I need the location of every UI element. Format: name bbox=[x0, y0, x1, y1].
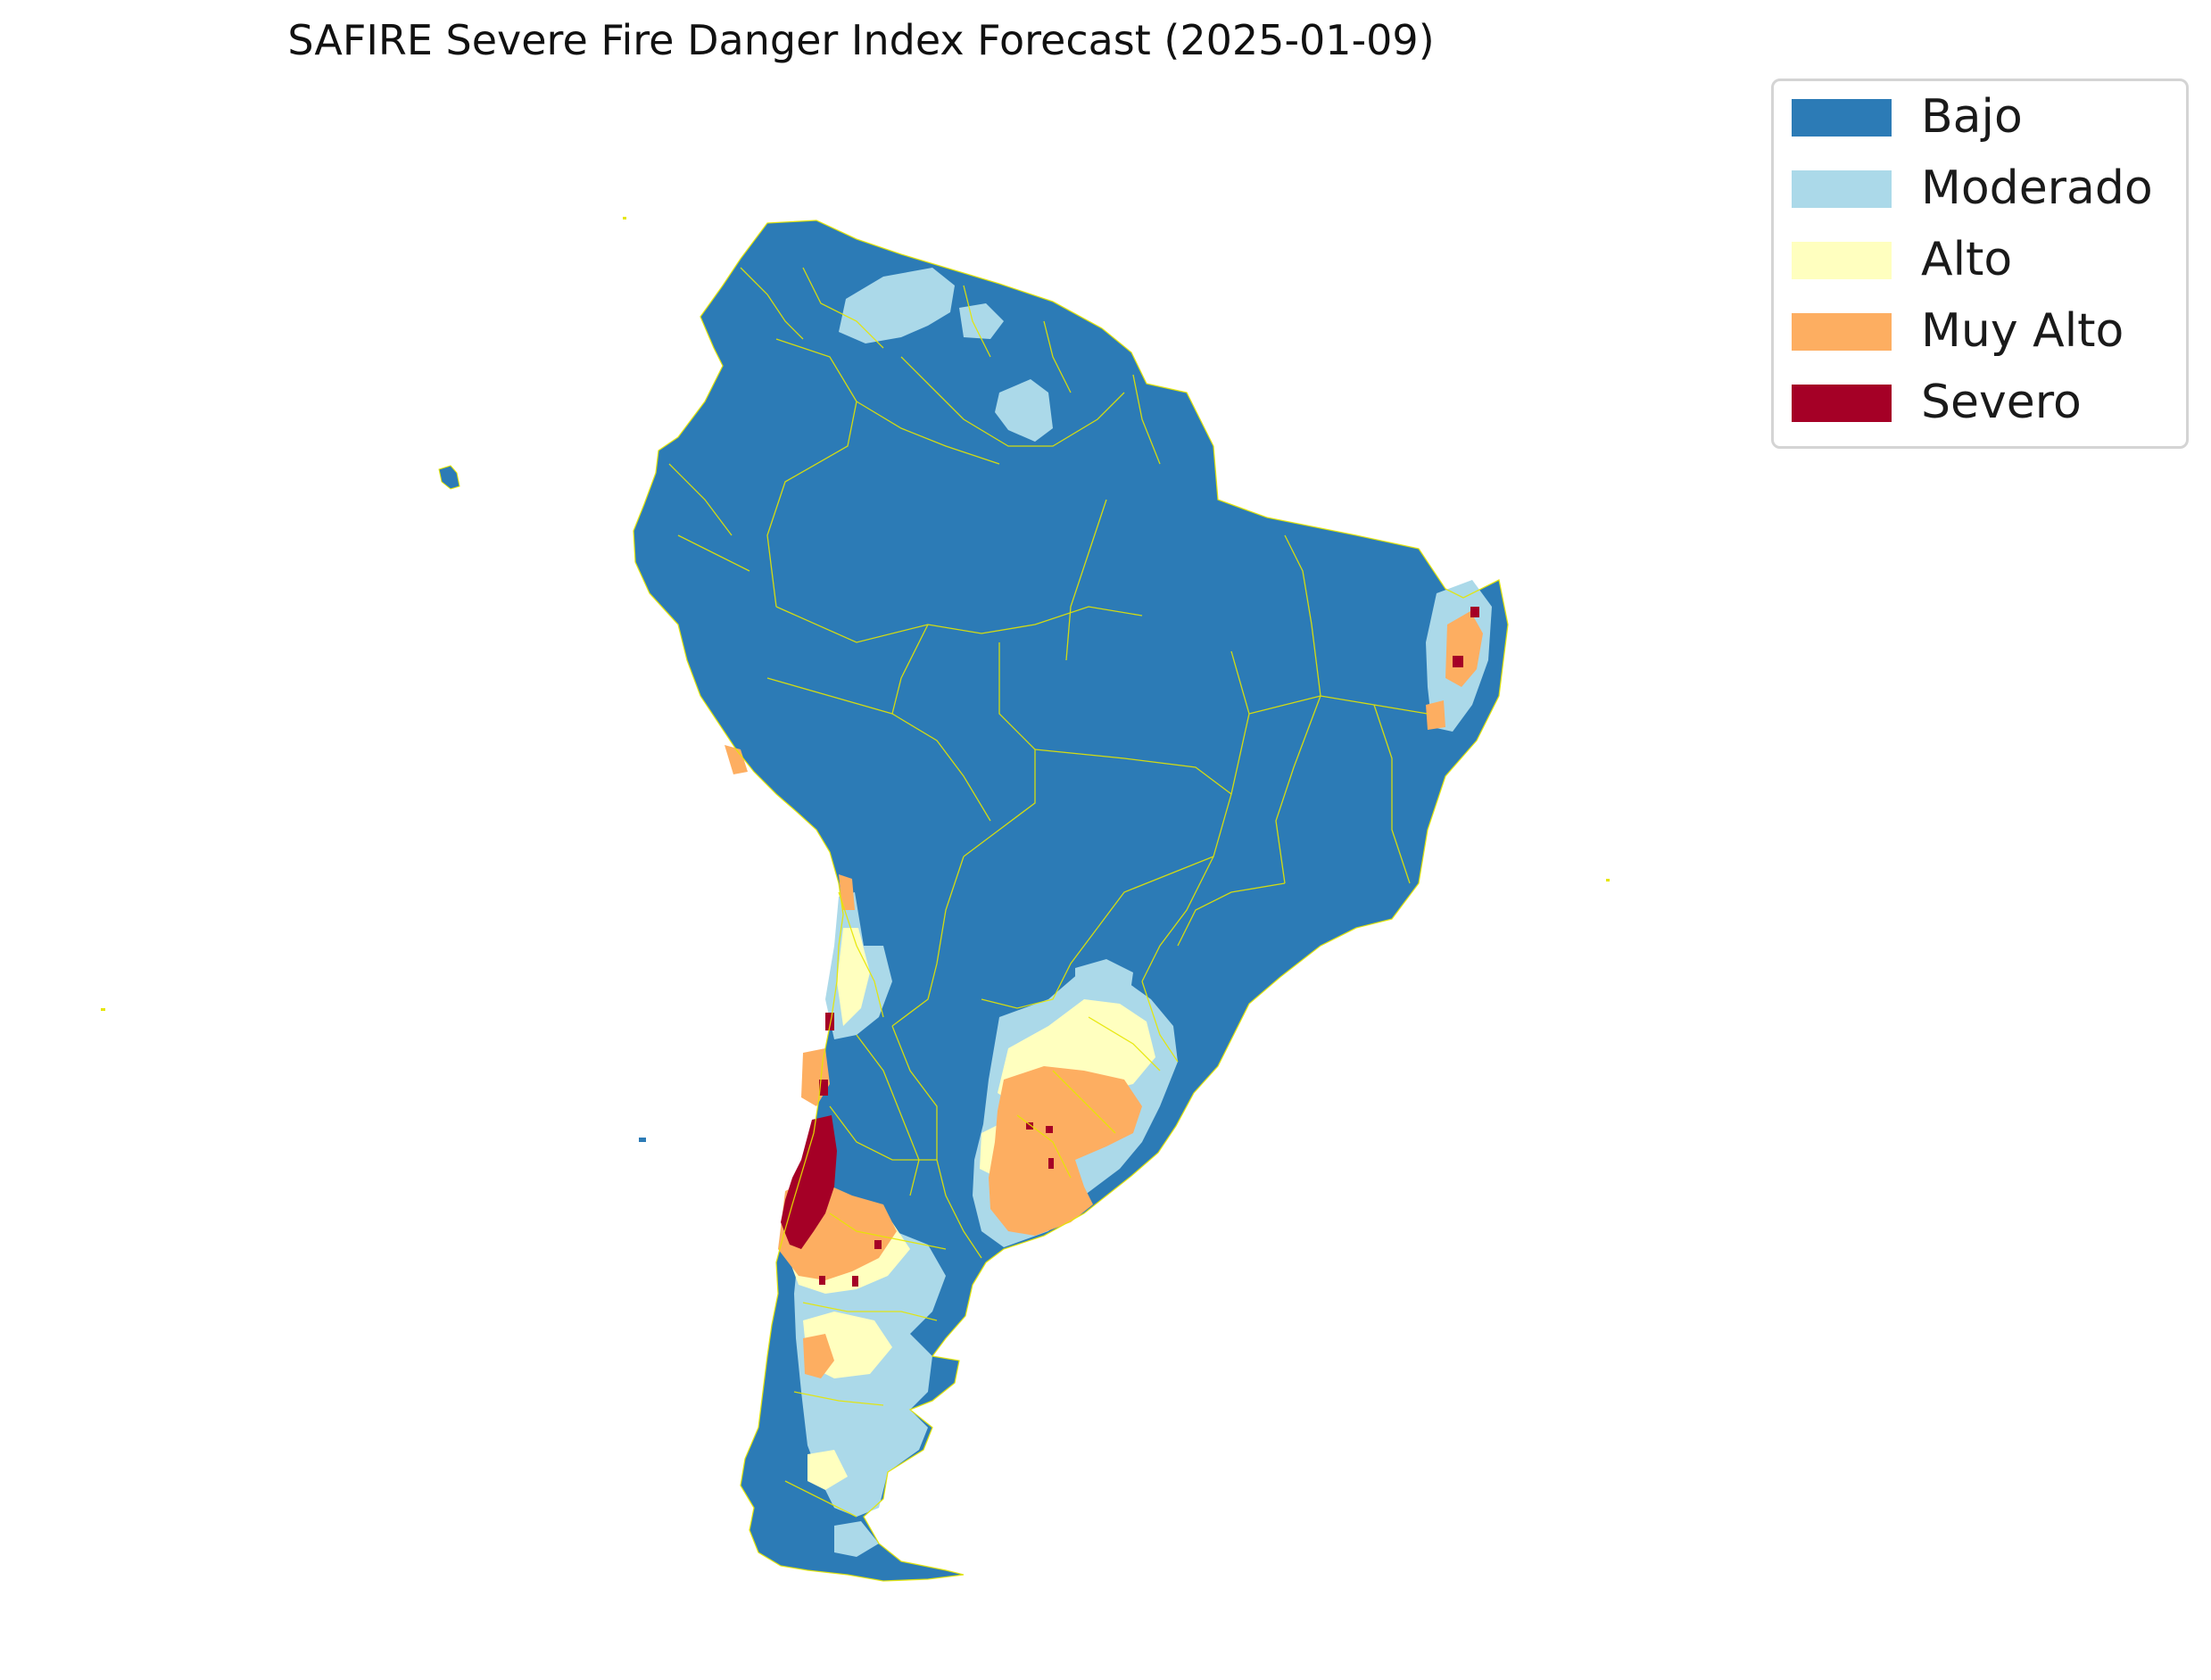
legend-label-muy-alto: Muy Alto bbox=[1921, 304, 2124, 358]
zone-patagonia-severe-1 bbox=[874, 1240, 882, 1249]
zone-guiana-savanna bbox=[995, 379, 1053, 442]
island-juan-fernandez bbox=[639, 1138, 646, 1142]
legend-label-moderado: Moderado bbox=[1921, 161, 2153, 215]
severe-danger-zones bbox=[781, 607, 1479, 1287]
admin-boundaries bbox=[633, 219, 1509, 1582]
legend-swatch-moderado bbox=[1792, 170, 1892, 208]
zone-pampas-severe-1 bbox=[1026, 1122, 1033, 1130]
legend-label-severo: Severo bbox=[1921, 376, 2082, 429]
zone-chile-north-high bbox=[837, 928, 870, 1026]
legend-item-muy-alto: Muy Alto bbox=[1792, 304, 2175, 358]
zone-patagonia-severe-3 bbox=[819, 1276, 825, 1285]
zone-chile-severe-3 bbox=[819, 1080, 828, 1096]
zone-ne-brazil-severe-2 bbox=[1453, 656, 1463, 667]
zone-pampas-very-high bbox=[989, 1066, 1142, 1236]
zone-chile-north-very-high bbox=[839, 874, 855, 910]
zone-patagonia-high-3 bbox=[807, 1450, 848, 1490]
zone-ne-brazil-severe bbox=[1470, 607, 1479, 617]
islands bbox=[101, 217, 1610, 1142]
island-small-east bbox=[1606, 879, 1610, 881]
legend-label-alto: Alto bbox=[1921, 233, 2013, 286]
island-galapagos bbox=[438, 465, 460, 490]
zone-chile-severe-main bbox=[781, 1115, 837, 1249]
zone-pampas-severe-3 bbox=[1048, 1158, 1054, 1169]
legend: Bajo Moderado Alto Muy Alto Severo bbox=[1771, 79, 2189, 449]
legend-item-severo: Severo bbox=[1792, 376, 2175, 429]
very-high-danger-zones bbox=[725, 611, 1483, 1378]
legend-label-bajo: Bajo bbox=[1921, 90, 2023, 144]
legend-swatch-bajo bbox=[1792, 99, 1892, 137]
zone-pampas-severe-2 bbox=[1046, 1126, 1053, 1133]
legend-item-bajo: Bajo bbox=[1792, 90, 2175, 144]
zone-ne-brazil-very-high bbox=[1445, 611, 1483, 687]
island-small-west bbox=[101, 1008, 105, 1011]
island-small-north bbox=[623, 217, 626, 219]
map-title: SAFIRE Severe Fire Danger Index Forecast… bbox=[287, 16, 1435, 64]
legend-item-moderado: Moderado bbox=[1792, 161, 2175, 215]
zone-venezuela-llanos bbox=[839, 268, 955, 343]
zone-ne-brazil-very-high-2 bbox=[1426, 700, 1445, 730]
legend-swatch-alto bbox=[1792, 242, 1892, 279]
zone-patagonia-severe-2 bbox=[852, 1276, 858, 1287]
zone-peru-coast bbox=[725, 745, 748, 774]
legend-item-alto: Alto bbox=[1792, 233, 2175, 286]
legend-swatch-muy-alto bbox=[1792, 313, 1892, 351]
zone-patagonia-very-high-2 bbox=[803, 1334, 834, 1378]
zone-tierra-del-fuego bbox=[834, 1521, 879, 1557]
legend-swatch-severo bbox=[1792, 385, 1892, 422]
